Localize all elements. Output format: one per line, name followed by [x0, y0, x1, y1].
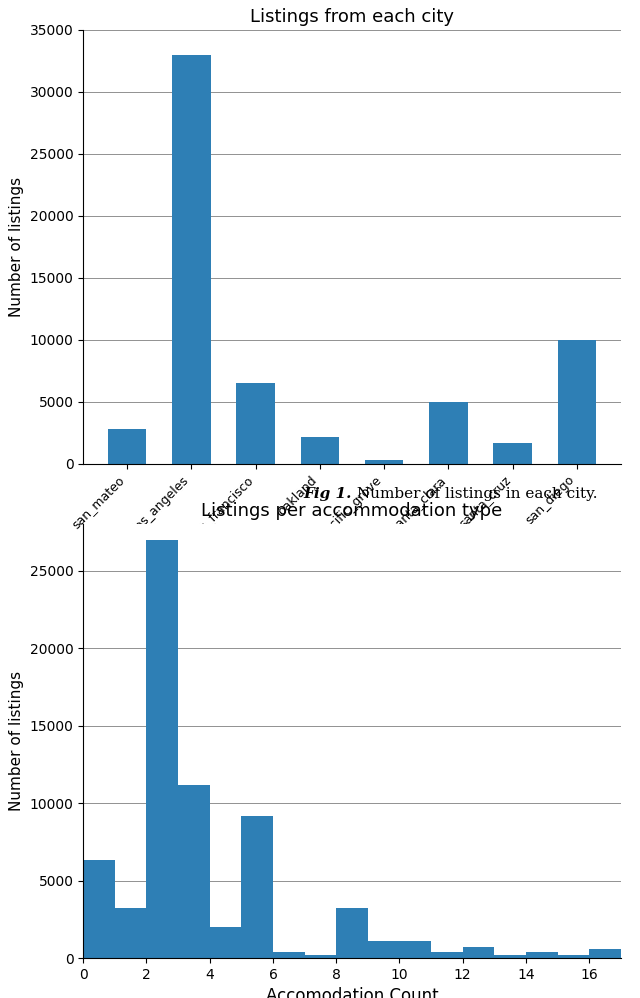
Bar [526, 952, 557, 958]
Bar [241, 815, 273, 958]
Bar [399, 941, 431, 958]
Title: Listings per accommodation type: Listings per accommodation type [202, 502, 502, 520]
Bar [115, 908, 147, 958]
Bar [83, 860, 115, 958]
Y-axis label: Number of listings: Number of listings [9, 671, 24, 811]
Bar [431, 952, 463, 958]
Bar [273, 952, 305, 958]
Text: Number of listings in each city.: Number of listings in each city. [352, 487, 598, 501]
Text: Fig 1.: Fig 1. [303, 487, 352, 501]
X-axis label: City Name: City Name [308, 549, 396, 567]
Bar [178, 784, 210, 958]
Bar [301, 436, 339, 464]
Bar [147, 540, 178, 958]
Bar [557, 955, 589, 958]
Y-axis label: Number of listings: Number of listings [9, 177, 24, 317]
Bar [210, 927, 241, 958]
Bar [305, 955, 336, 958]
Bar [589, 949, 621, 958]
Bar [108, 429, 146, 464]
Bar [368, 941, 399, 958]
Bar [493, 443, 532, 464]
Bar [494, 955, 526, 958]
Bar [463, 947, 494, 958]
Bar [429, 402, 468, 464]
Bar [365, 460, 403, 464]
Bar [336, 908, 368, 958]
Bar [172, 55, 211, 464]
Bar [236, 383, 275, 464]
X-axis label: Accomodation Count: Accomodation Count [266, 987, 438, 998]
Title: Listings from each city: Listings from each city [250, 8, 454, 26]
Bar [558, 340, 596, 464]
